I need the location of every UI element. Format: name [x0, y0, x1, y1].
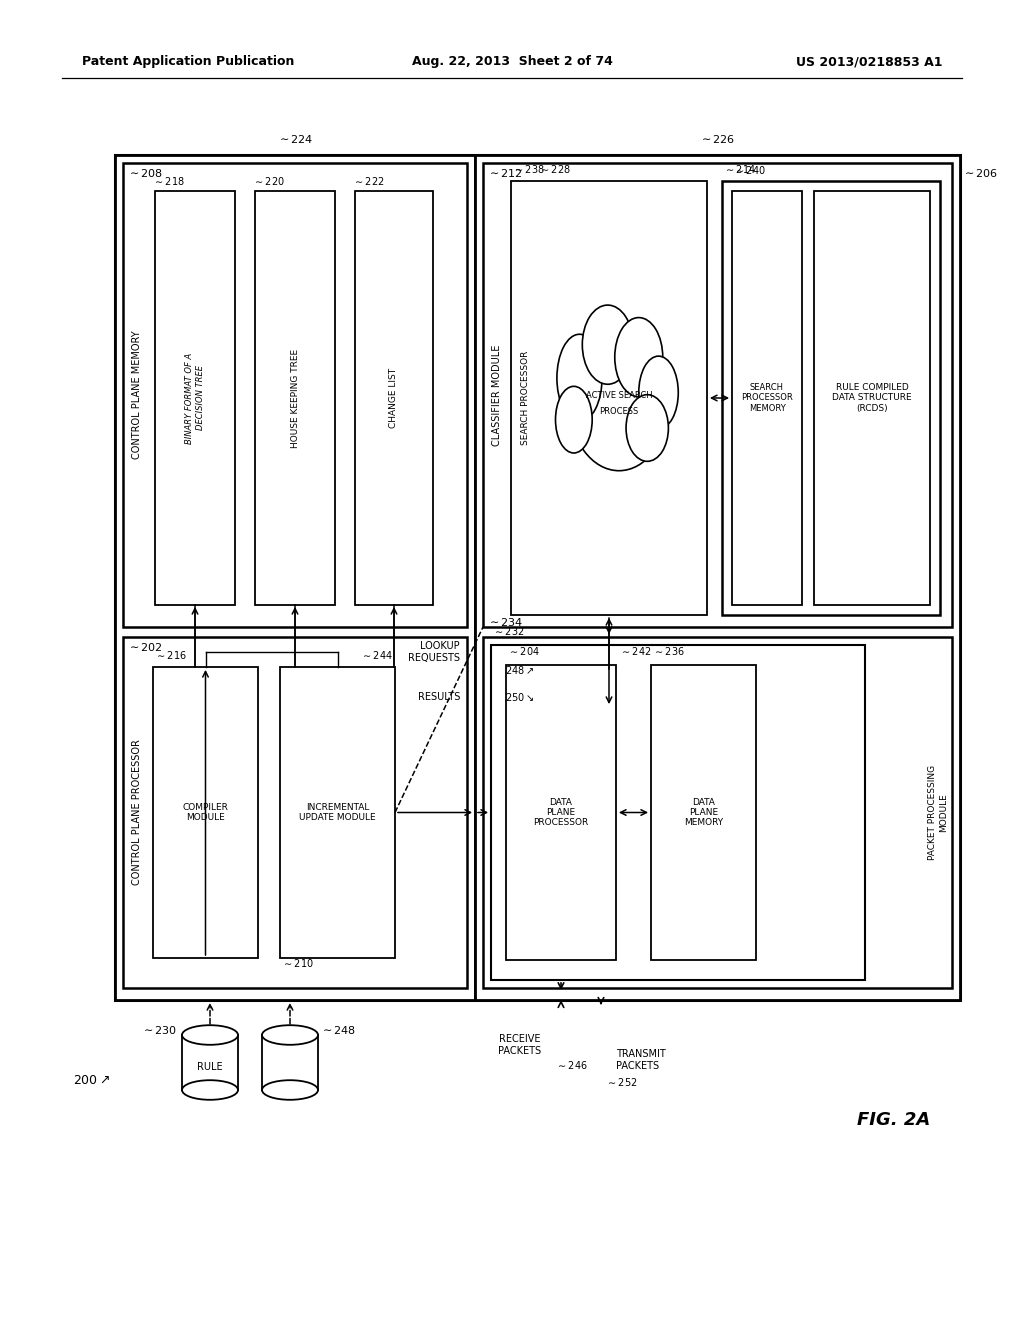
- Bar: [483, 162, 952, 627]
- Text: $\sim$240: $\sim$240: [734, 164, 766, 176]
- Ellipse shape: [262, 1080, 318, 1100]
- Text: $\sim$232: $\sim$232: [493, 624, 524, 638]
- Text: SEARCH PROCESSOR: SEARCH PROCESSOR: [520, 351, 529, 445]
- Text: COMPILER
MODULE: COMPILER MODULE: [182, 803, 228, 822]
- Text: RULE: RULE: [198, 1063, 223, 1072]
- Text: DATA
PLANE
MEMORY: DATA PLANE MEMORY: [684, 797, 723, 828]
- Ellipse shape: [639, 356, 678, 429]
- Bar: [355, 191, 433, 605]
- Text: RULE COMPILED
DATA STRUCTURE
(RCDS): RULE COMPILED DATA STRUCTURE (RCDS): [833, 383, 911, 413]
- Text: $\sim$212: $\sim$212: [487, 168, 523, 180]
- Text: $\sim$206: $\sim$206: [962, 168, 998, 180]
- Bar: [732, 191, 802, 605]
- Text: $\sim$202: $\sim$202: [127, 642, 163, 653]
- Text: DATA
PLANE
PROCESSOR: DATA PLANE PROCESSOR: [534, 797, 589, 828]
- Text: ACTIVE SEARCH: ACTIVE SEARCH: [586, 391, 652, 400]
- Bar: [255, 191, 335, 605]
- Text: $\sim$252: $\sim$252: [606, 1076, 638, 1088]
- Text: Aug. 22, 2013  Sheet 2 of 74: Aug. 22, 2013 Sheet 2 of 74: [412, 55, 612, 69]
- Text: CHANGE LIST: CHANGE LIST: [389, 368, 398, 428]
- Text: SEARCH
PROCESSOR
MEMORY: SEARCH PROCESSOR MEMORY: [741, 383, 793, 413]
- Text: INCREMENTAL
UPDATE MODULE: INCREMENTAL UPDATE MODULE: [299, 803, 376, 822]
- Text: LOOKUP
REQUESTS: LOOKUP REQUESTS: [408, 642, 460, 663]
- Text: CONTROL PLANE PROCESSOR: CONTROL PLANE PROCESSOR: [132, 739, 142, 886]
- Ellipse shape: [583, 305, 633, 384]
- Text: $\sim$228: $\sim$228: [539, 162, 570, 176]
- Text: PROCESS: PROCESS: [599, 407, 639, 416]
- Text: 200$\nearrow$: 200$\nearrow$: [73, 1073, 110, 1086]
- Text: $\sim$214: $\sim$214: [724, 162, 756, 176]
- Ellipse shape: [555, 387, 592, 453]
- Bar: [490, 645, 865, 979]
- Bar: [155, 191, 234, 605]
- Text: FIG. 2A: FIG. 2A: [857, 1111, 930, 1129]
- Ellipse shape: [557, 334, 602, 422]
- Bar: [506, 665, 616, 960]
- Bar: [722, 181, 940, 615]
- Ellipse shape: [569, 335, 669, 471]
- Bar: [115, 154, 475, 1001]
- Text: RESULTS: RESULTS: [418, 692, 460, 702]
- Bar: [814, 191, 930, 605]
- Text: $\sim$246: $\sim$246: [556, 1059, 588, 1071]
- Text: $\sim$224: $\sim$224: [276, 133, 313, 145]
- Ellipse shape: [262, 1026, 318, 1045]
- Bar: [123, 162, 467, 627]
- Text: $\sim$210: $\sim$210: [282, 957, 314, 969]
- Bar: [651, 665, 756, 960]
- Ellipse shape: [182, 1026, 238, 1045]
- Text: $\sim$204: $\sim$204: [508, 645, 540, 657]
- Text: $\sim$208: $\sim$208: [127, 168, 163, 180]
- Text: RECEIVE
PACKETS: RECEIVE PACKETS: [498, 1034, 541, 1056]
- Text: $\sim$238: $\sim$238: [513, 162, 545, 176]
- Text: PACKET PROCESSING
MODULE: PACKET PROCESSING MODULE: [929, 764, 947, 861]
- Text: US 2013/0218853 A1: US 2013/0218853 A1: [796, 55, 942, 69]
- Ellipse shape: [626, 395, 669, 461]
- Text: $\sim$230: $\sim$230: [141, 1024, 177, 1036]
- Bar: [511, 181, 707, 615]
- Text: 250$\searrow$: 250$\searrow$: [505, 690, 535, 704]
- Ellipse shape: [182, 1080, 238, 1100]
- Bar: [475, 154, 961, 1001]
- Text: CONTROL PLANE MEMORY: CONTROL PLANE MEMORY: [132, 331, 142, 459]
- Bar: [153, 667, 258, 958]
- Bar: [115, 154, 961, 1001]
- Text: 248$\nearrow$: 248$\nearrow$: [505, 664, 535, 676]
- Text: $\sim$234: $\sim$234: [487, 616, 523, 628]
- Text: Patent Application Publication: Patent Application Publication: [82, 55, 294, 69]
- Bar: [123, 638, 467, 987]
- Text: $\sim$242: $\sim$242: [620, 645, 651, 657]
- Text: $\sim$222: $\sim$222: [353, 176, 385, 187]
- Text: $\sim$226: $\sim$226: [699, 133, 735, 145]
- Text: $\sim$218: $\sim$218: [153, 176, 185, 187]
- Text: TRANSMIT
PACKETS: TRANSMIT PACKETS: [616, 1049, 666, 1071]
- Text: $\sim$248: $\sim$248: [319, 1024, 356, 1036]
- Text: BINARY FORMAT OF A
DECISION TREE: BINARY FORMAT OF A DECISION TREE: [185, 352, 205, 444]
- Text: $\sim$236: $\sim$236: [653, 645, 685, 657]
- Text: $\sim$244: $\sim$244: [361, 649, 393, 661]
- Text: $\sim$220: $\sim$220: [253, 176, 285, 187]
- Text: CLASSIFIER MODULE: CLASSIFIER MODULE: [492, 345, 502, 446]
- Bar: [280, 667, 395, 958]
- Text: HOUSE KEEPING TREE: HOUSE KEEPING TREE: [291, 348, 299, 447]
- Bar: [483, 638, 952, 987]
- Text: $\sim$216: $\sim$216: [155, 649, 186, 661]
- Ellipse shape: [614, 318, 663, 397]
